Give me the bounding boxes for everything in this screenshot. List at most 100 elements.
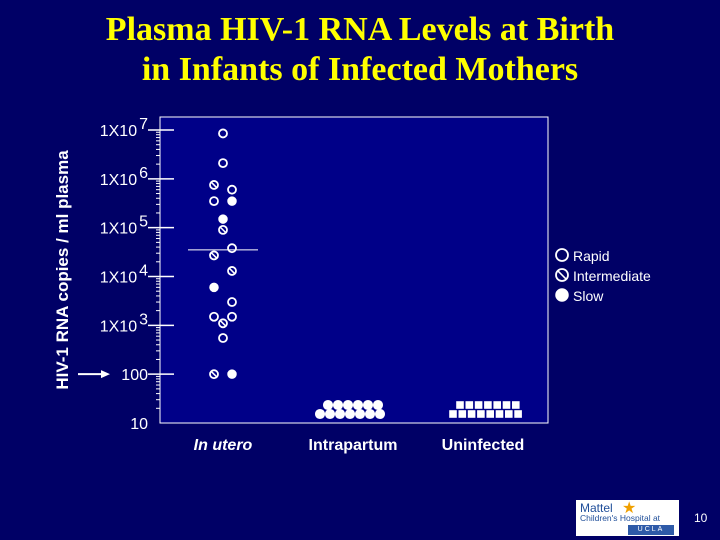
marker-slash: [219, 226, 227, 234]
marker-body: [372, 399, 384, 411]
marker-slash: [210, 252, 218, 259]
marker-body: [209, 196, 219, 206]
y-tick-label: 1X10 5: [100, 214, 148, 238]
y-tick-label: 1X10 3: [100, 311, 148, 335]
marker-body: [227, 311, 237, 322]
y-tick-label: 1X10 6: [100, 165, 148, 189]
in-utero-point: [227, 297, 237, 307]
uninfected-point: [502, 401, 511, 409]
y-axis-label: HIV-1 RNA copies / ml plasma: [53, 150, 72, 390]
legend-marker: [555, 248, 569, 262]
marker-body: [332, 399, 344, 411]
marker-body: [227, 196, 237, 206]
marker-slash: [557, 270, 567, 280]
marker-body: [484, 401, 492, 409]
marker-body: [218, 128, 228, 139]
uninfected-point: [493, 401, 501, 409]
marker-body: [458, 410, 467, 418]
hospital-logo: Mattel ★ Children's Hospital at UCLA: [576, 500, 679, 536]
legend-label: Slow: [573, 288, 604, 304]
in-utero-point: [209, 196, 219, 206]
marker-body: [352, 399, 364, 411]
marker-body: [477, 410, 485, 418]
y-tick-label-exponent: 4: [139, 263, 148, 280]
marker-body: [342, 399, 354, 411]
in-utero-point: [218, 333, 228, 343]
y-tick-label: 100: [121, 367, 148, 384]
uninfected-point: [495, 410, 504, 418]
marker-body: [334, 408, 346, 420]
marker-body: [502, 401, 511, 409]
x-category-label: Intrapartum: [309, 437, 398, 454]
marker-body: [218, 333, 228, 343]
intrapartum-point: [362, 399, 374, 411]
y-tick-label: 1X10 7: [100, 116, 148, 140]
legend-marker: [555, 288, 569, 302]
x-category-label: Uninfected: [442, 437, 525, 454]
uninfected-point: [465, 401, 474, 409]
marker-body: [209, 311, 219, 322]
intrapartum-point: [352, 399, 364, 411]
marker-body: [364, 408, 376, 420]
uninfected-point: [458, 410, 467, 418]
marker-body: [555, 288, 569, 302]
in-utero-point: [227, 184, 237, 195]
y-tick-label-exponent: 7: [139, 116, 148, 133]
star-icon: ★: [622, 500, 637, 517]
intrapartum-point: [332, 399, 344, 411]
in-utero-point: [227, 196, 237, 206]
slide-title: Plasma HIV-1 RNA Levels at Birth in Infa…: [0, 10, 720, 90]
y-tick-label-mantissa: 100: [121, 367, 148, 384]
marker-body: [227, 243, 237, 254]
intrapartum-point: [324, 408, 336, 420]
logo-text-hospital: Children's Hospital at: [580, 513, 661, 523]
marker-body: [314, 408, 326, 420]
intrapartum-point: [374, 408, 386, 420]
in-utero-point: [227, 369, 237, 379]
intrapartum-point: [314, 408, 326, 420]
y-tick-label-exponent: 6: [139, 165, 148, 182]
in-utero-point: [209, 180, 219, 190]
y-tick-label-mantissa: 1X10: [100, 318, 137, 335]
y-tick-label-exponent: 5: [139, 214, 148, 231]
y-tick-label: 1X10 4: [100, 263, 148, 287]
in-utero-point: [218, 128, 228, 139]
marker-body: [218, 158, 228, 168]
x-category-label: In utero: [194, 437, 253, 454]
marker-slash: [210, 370, 218, 378]
marker-slash: [219, 319, 227, 327]
in-utero-point: [227, 243, 237, 254]
in-utero-point: [209, 369, 219, 380]
marker-body: [209, 250, 219, 261]
logo-text-mattel: Mattel: [580, 501, 613, 515]
uninfected-point: [512, 401, 520, 409]
marker-body: [465, 401, 474, 409]
uninfected-point: [449, 410, 457, 418]
marker-body: [227, 266, 237, 276]
intrapartum-point: [354, 408, 366, 420]
marker-body: [505, 410, 513, 418]
legend-label: Rapid: [573, 248, 610, 264]
marker-body: [555, 268, 569, 282]
marker-body: [209, 282, 219, 293]
marker-body: [324, 408, 336, 420]
marker-body: [218, 318, 228, 329]
in-utero-point: [218, 214, 228, 224]
marker-body: [467, 410, 476, 418]
legend-label: Intermediate: [573, 268, 651, 284]
plot-area: [159, 116, 549, 424]
y-tick-label-mantissa: 1X10: [100, 172, 137, 189]
uninfected-point: [484, 401, 492, 409]
logo-text-ucla: UCLA: [628, 525, 674, 535]
marker-body: [449, 410, 457, 418]
uninfected-point: [456, 401, 464, 409]
marker-body: [209, 369, 219, 380]
marker-slash: [228, 267, 236, 275]
marker-body: [374, 408, 386, 420]
marker-body: [218, 214, 228, 224]
legend-marker: [555, 268, 569, 282]
marker-body: [227, 297, 237, 307]
title-line-1: Plasma HIV-1 RNA Levels at Birth: [105, 11, 615, 48]
in-utero-point: [209, 250, 219, 261]
